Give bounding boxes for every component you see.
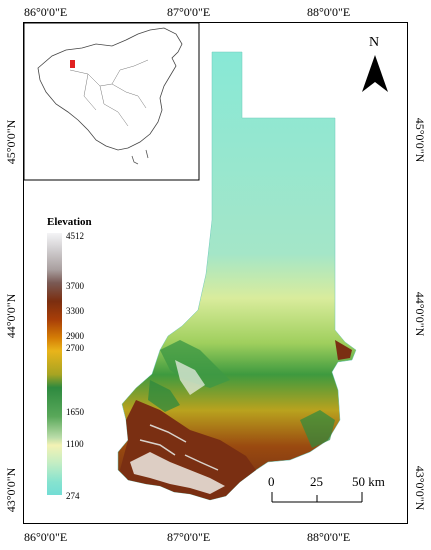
bottom-lon-label-87: 87°0'0"E	[167, 530, 211, 544]
scale-bar	[271, 492, 363, 503]
inset-map	[23, 22, 200, 181]
study-area-highlight	[70, 60, 75, 68]
legend-title: Elevation	[47, 216, 92, 228]
china-outline-icon	[37, 27, 183, 151]
scale-label-50km: 50 km	[352, 474, 385, 489]
legend-tick-1100: 1100	[66, 439, 84, 449]
bottom-lon-label-88: 88°0'0"E	[307, 530, 351, 544]
top-lon-label-86: 86°0'0"E	[24, 5, 68, 19]
legend-tick-1650: 1650	[66, 407, 84, 417]
bottom-lon-label-86: 86°0'0"E	[24, 530, 68, 544]
legend-tick-2700: 2700	[66, 343, 84, 353]
scale-label-25: 25	[310, 474, 323, 489]
legend-tick-3700: 3700	[66, 281, 84, 291]
top-lon-label-88: 88°0'0"E	[307, 5, 351, 19]
top-lon-label-87: 87°0'0"E	[167, 5, 211, 19]
legend-tick-4512: 4512	[66, 231, 84, 241]
north-arrow-label: N	[369, 35, 380, 50]
legend-tick-3300: 3300	[66, 306, 84, 316]
legend-tick-274: 274	[66, 491, 80, 501]
north-arrow-icon	[362, 55, 388, 92]
legend-tick-2900: 2900	[66, 331, 84, 341]
elevation-color-ramp	[47, 233, 62, 495]
scale-label-0: 0	[268, 474, 275, 489]
study-area-dem	[117, 51, 357, 501]
